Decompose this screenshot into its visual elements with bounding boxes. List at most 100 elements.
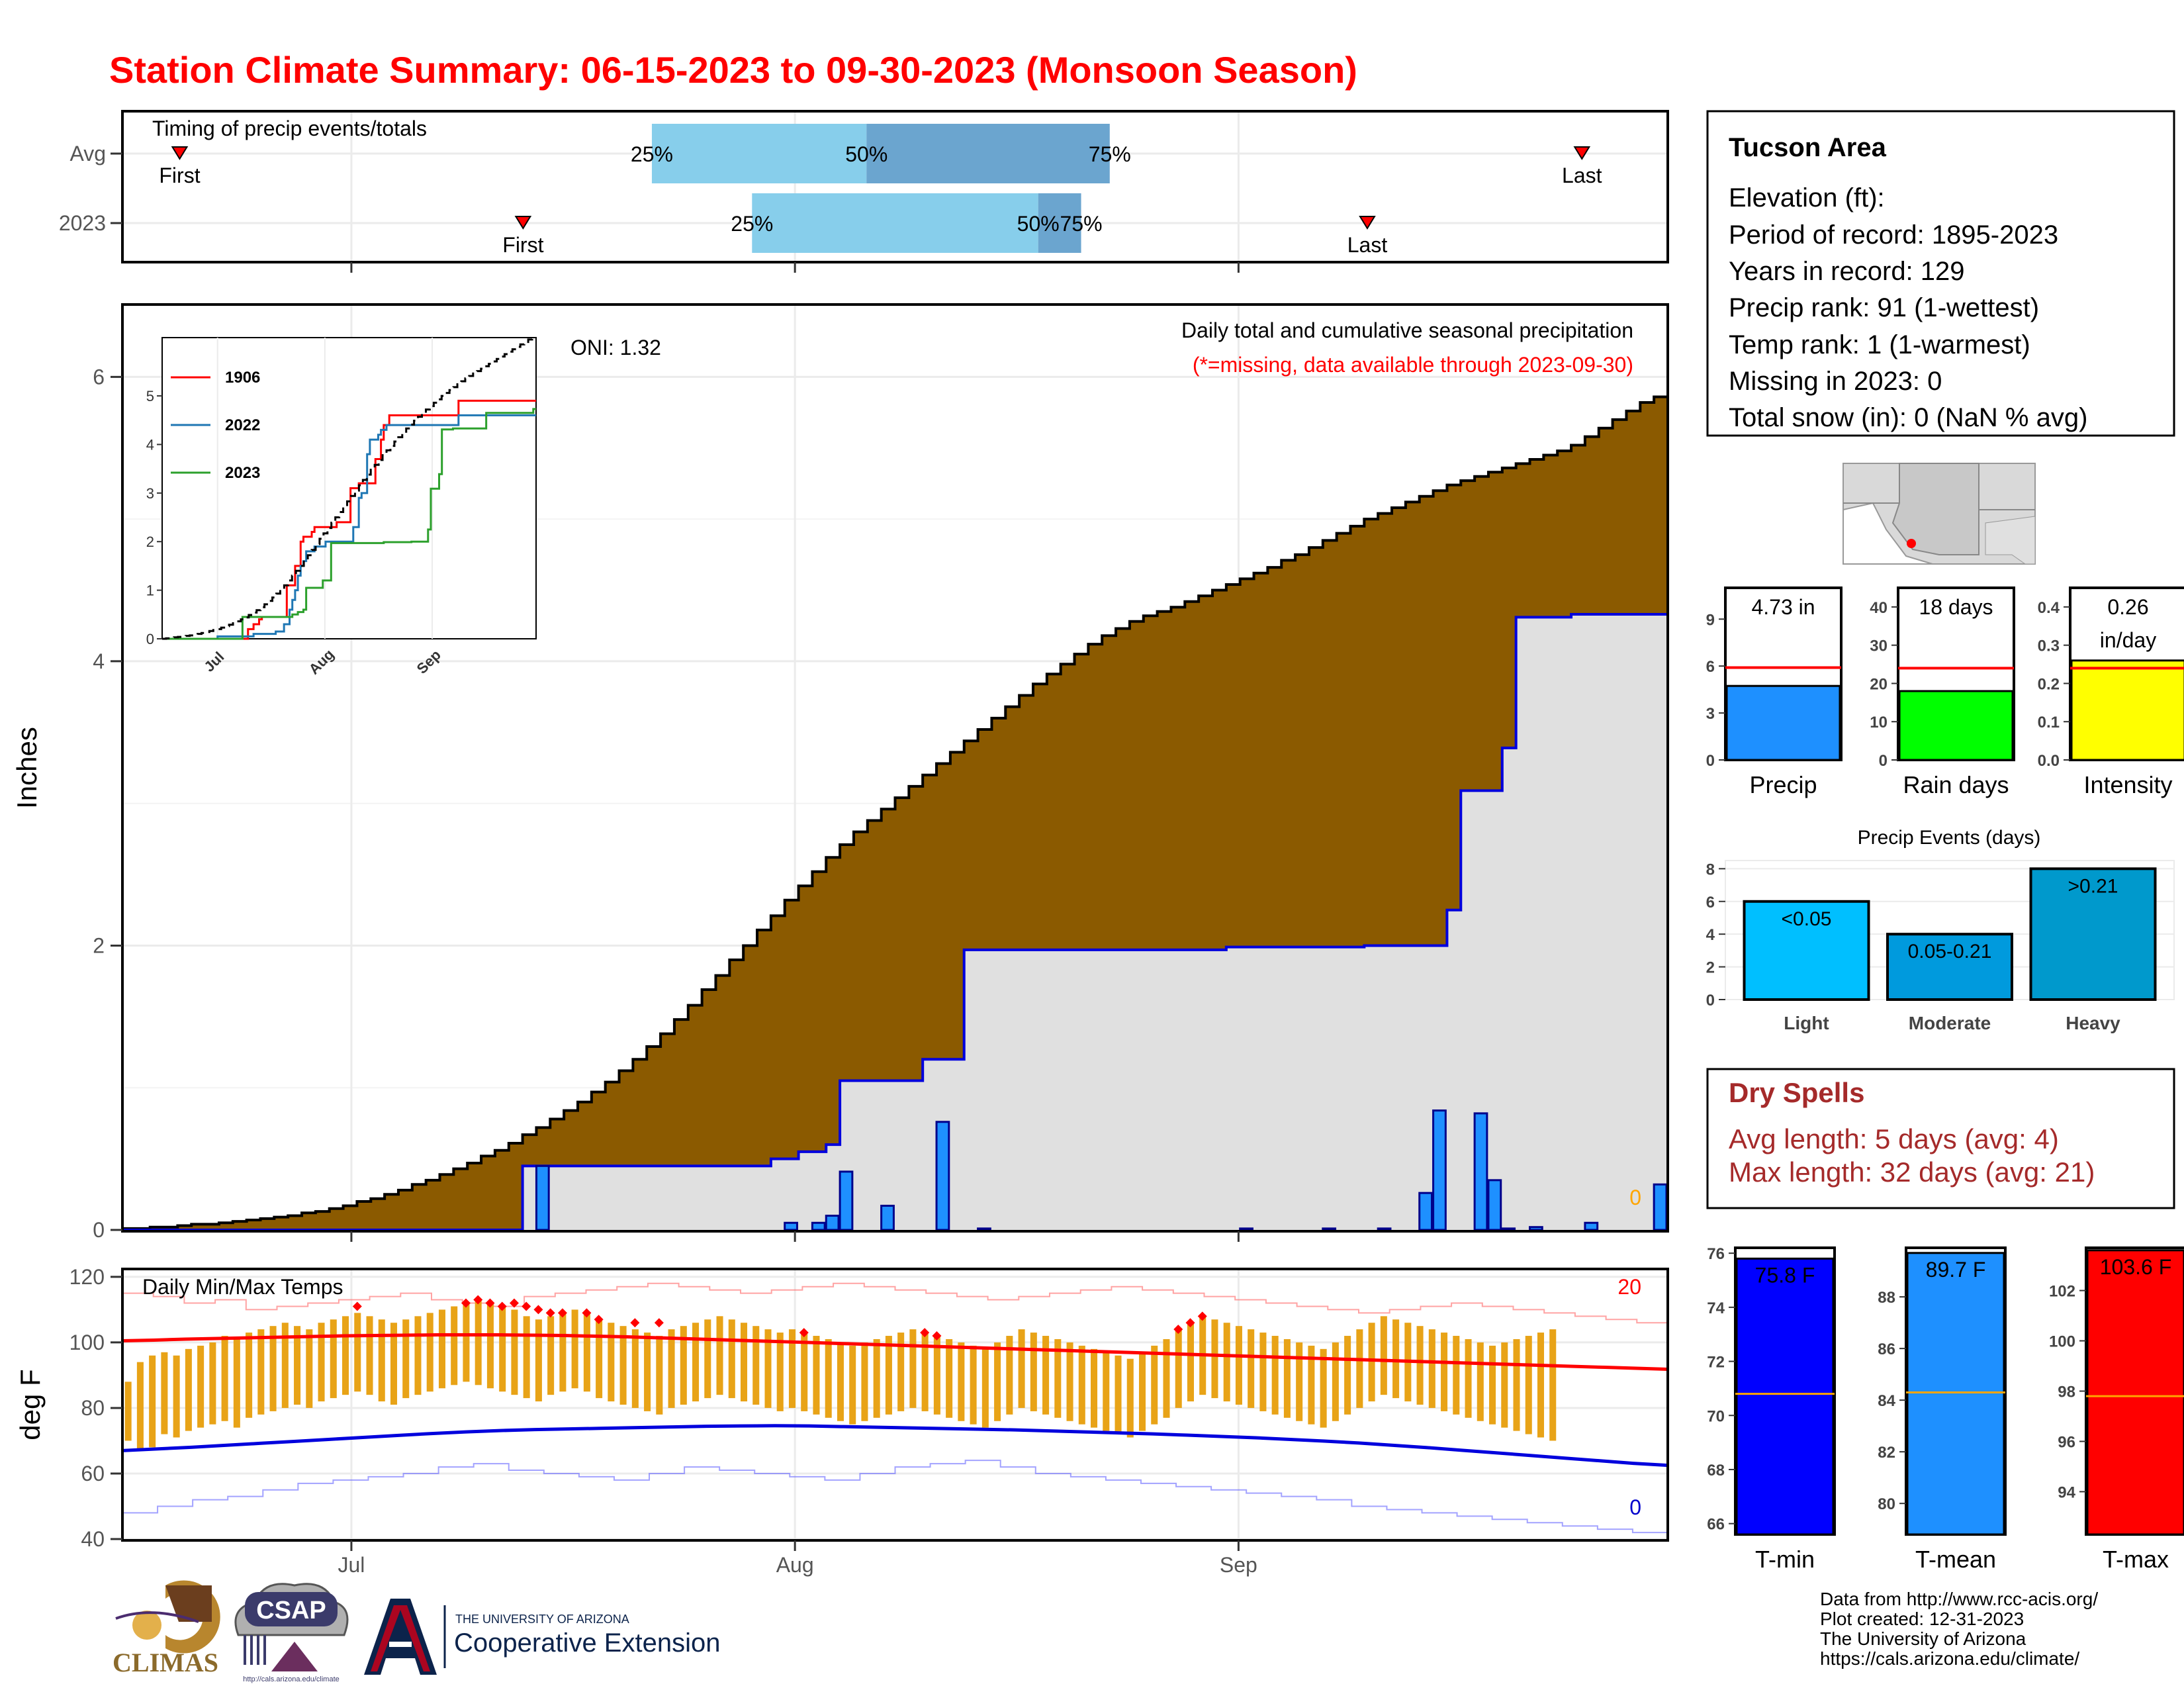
temp-range-bar — [656, 1336, 663, 1415]
temp-range-bar — [294, 1326, 301, 1405]
record-high-marker — [485, 1298, 495, 1308]
inset-line-2022 — [162, 414, 536, 640]
daily-precip-bar — [1487, 1179, 1502, 1231]
minibar-tick: 0.3 — [2038, 637, 2060, 655]
tempbar-label: T-mean — [1915, 1546, 1996, 1573]
temp-range-bar — [596, 1319, 603, 1399]
temp-range-bar — [849, 1345, 856, 1425]
minibar-tick: 0.0 — [2038, 752, 2060, 770]
minibar-label: Precip — [1749, 771, 1817, 798]
temp-range-bar — [475, 1299, 482, 1385]
climas-wordmark: CLIMAS — [113, 1648, 218, 1677]
temp-range-bar — [1489, 1345, 1496, 1425]
ua-logo: THE UNIVERSITY OF ARIZONA Cooperative Ex… — [364, 1599, 720, 1675]
temp-range-bar — [1356, 1329, 1363, 1408]
record-high-marker — [932, 1331, 942, 1341]
timing-bar-low — [651, 124, 867, 183]
minibar-intensity — [2070, 659, 2184, 761]
timing-title: Timing of precip events/totals — [152, 117, 427, 140]
record-high-marker — [1173, 1325, 1183, 1335]
tempbar-tick: 74 — [1707, 1299, 1725, 1317]
minibar-tick: 0.4 — [2038, 599, 2060, 617]
record-high-marker — [509, 1298, 519, 1308]
temp-range-bar — [1392, 1319, 1400, 1399]
info-line: Temp rank: 1 (1-warmest) — [1729, 330, 2030, 359]
temp-range-bar — [1030, 1333, 1037, 1411]
info-line: Precip rank: 91 (1-wettest) — [1729, 293, 2039, 322]
temp-range-bar — [813, 1336, 820, 1415]
info-line: Period of record: 1895-2023 — [1729, 220, 2058, 250]
y-tick-label: 60 — [81, 1462, 105, 1485]
record-high-marker — [1185, 1318, 1195, 1328]
temp-range-bar — [209, 1342, 216, 1425]
timing-label-first: First — [502, 233, 543, 257]
timing-p50: 50% — [1017, 212, 1060, 236]
tempbar-tick: 66 — [1707, 1516, 1725, 1534]
dry-max: Max length: 32 days (avg: 21) — [1729, 1156, 2095, 1188]
temp-range-bar — [1018, 1329, 1025, 1408]
info-line: Elevation (ft): — [1729, 183, 1885, 212]
minibar-tick: 10 — [1870, 714, 1888, 731]
timing-p25: 25% — [731, 212, 773, 236]
timing-marker-first — [171, 146, 189, 160]
station-info: Tucson Area Elevation (ft): Period of re… — [1706, 110, 2175, 437]
temp-range-bar — [970, 1345, 977, 1425]
minibar-tick: 0.1 — [2038, 714, 2060, 731]
temp-range-bar — [1416, 1326, 1424, 1405]
temp-range-bar — [680, 1326, 687, 1405]
temp-range-bar — [583, 1313, 590, 1392]
daily-precip-bar — [825, 1215, 840, 1231]
temp-range-bar — [1091, 1348, 1098, 1428]
station-name: Tucson Area — [1729, 133, 1887, 162]
temp-mean-bars: 75.8 F 66 68 70 72 74 76 T-min 89.7 F 80 82 84 86 88 T… — [1707, 1245, 2184, 1573]
events-category: Moderate — [1909, 1013, 1991, 1033]
ua-coop-extension: Cooperative Extension — [454, 1628, 720, 1658]
daily-precip-bar — [1653, 1183, 1668, 1231]
events-bar-label: 0.05-0.21 — [1908, 941, 1992, 962]
temp-range-bar — [873, 1338, 880, 1418]
events-bar — [1886, 933, 2013, 1002]
y-tick-label: 100 — [69, 1331, 105, 1354]
daily-precip-bar — [1529, 1226, 1543, 1231]
temp-range-bar — [438, 1309, 445, 1389]
daily-precip-bar — [1501, 1227, 1516, 1231]
daily-precip-bar — [1432, 1109, 1447, 1231]
daily-precip-bar — [1584, 1221, 1599, 1231]
record-high-marker — [497, 1301, 507, 1311]
record-high-marker — [594, 1315, 604, 1325]
tempbar-tick: 94 — [2058, 1483, 2075, 1501]
minibar-value: 18 days — [1919, 595, 1993, 619]
record-high-marker — [920, 1328, 930, 1338]
events-tick: 0 — [1706, 992, 1715, 1009]
record-low-line — [122, 1460, 1668, 1534]
temp-range-bar — [1380, 1316, 1387, 1395]
temp-range-bar — [390, 1323, 398, 1405]
minibar-unit: in/day — [2100, 628, 2156, 652]
temp-range-bar — [933, 1336, 940, 1415]
dry-avg: Avg length: 5 days (avg: 4) — [1729, 1123, 2059, 1154]
tempbar-tick: 96 — [2058, 1433, 2075, 1451]
tempbar-tick: 70 — [1707, 1407, 1725, 1425]
footer-line: The University of Arizona — [1820, 1628, 2026, 1649]
timing-row-avg: Avg — [69, 142, 106, 165]
inset-y-tick: 3 — [146, 485, 154, 502]
temp-range-bar — [124, 1382, 132, 1441]
temp-range-bar — [946, 1338, 953, 1418]
tempbar-value: 75.8 F — [1755, 1263, 1815, 1287]
timing-bar-high — [866, 124, 1110, 183]
station-dot — [1907, 539, 1916, 548]
temp-range-bar — [1126, 1358, 1134, 1438]
temp-range-bar — [981, 1348, 989, 1428]
temp-range-bar — [378, 1319, 385, 1402]
footer-credits: Data from http://www.rcc-acis.org/ Plot … — [1820, 1589, 2098, 1669]
temp-range-bar — [136, 1362, 144, 1451]
temp-range-bar — [1332, 1342, 1339, 1421]
daily-precip-bar — [535, 1164, 550, 1231]
y-tick-label: 0 — [93, 1218, 105, 1242]
events-tick: 2 — [1706, 959, 1715, 977]
temp-range-bar — [1138, 1352, 1146, 1431]
climas-logo: CLIMAS — [113, 1580, 220, 1677]
temp-range-bar — [486, 1303, 494, 1389]
